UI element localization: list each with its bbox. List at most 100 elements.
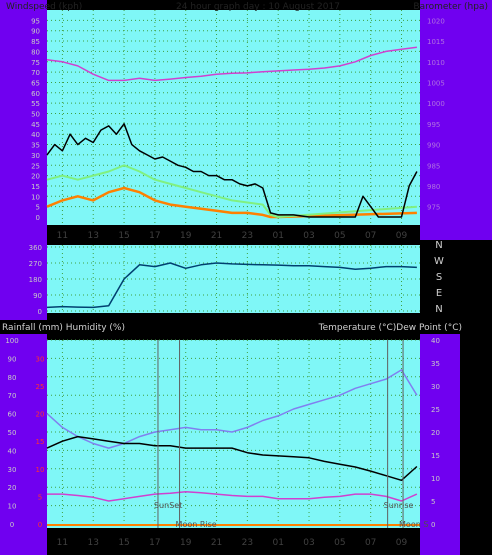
barometer-tick-label: 995 bbox=[427, 121, 440, 129]
wind-tick-label: 90 bbox=[31, 28, 40, 36]
wind-tick-label: 80 bbox=[31, 48, 40, 56]
wind-time-label: 15 bbox=[118, 231, 129, 241]
barometer-axis-title: Barometer (hpa) bbox=[413, 2, 488, 12]
humidity-tick-label: 20 bbox=[8, 484, 17, 492]
temp-time-label: 23 bbox=[242, 538, 253, 548]
barometer-line bbox=[46, 46, 417, 82]
wind-tick-label: 65 bbox=[31, 79, 40, 87]
rain-tick-label: 10 bbox=[36, 466, 45, 474]
dewpoint-line bbox=[46, 369, 418, 449]
wind-time-label: 01 bbox=[272, 231, 283, 241]
wind-time-label: 03 bbox=[303, 231, 314, 241]
humidity-tick-label: 50 bbox=[8, 429, 17, 437]
wind-tick-label: 85 bbox=[31, 38, 40, 46]
humidity-tick-label: 10 bbox=[8, 503, 17, 511]
wind-tick-label: 0 bbox=[36, 214, 40, 222]
temp-time-label: 15 bbox=[118, 538, 129, 548]
temp-time-label: 01 bbox=[272, 538, 283, 548]
temperature-plot-area bbox=[47, 340, 420, 528]
wind-tick-label: 20 bbox=[31, 173, 40, 181]
temperature-tick-label: 25 bbox=[431, 406, 440, 414]
wind-time-label: 05 bbox=[334, 231, 345, 241]
average-wind-line bbox=[46, 186, 417, 219]
wind-time-label: 11 bbox=[57, 231, 68, 241]
humidity-tick-label: 100 bbox=[5, 337, 18, 345]
sunset-marker-label: SunSet bbox=[154, 501, 182, 510]
temperature-tick-label: 5 bbox=[431, 498, 435, 506]
wind-tick-label: 60 bbox=[31, 90, 40, 98]
barometer-tick-label: 1010 bbox=[427, 59, 445, 67]
temp-time-label: 21 bbox=[211, 538, 222, 548]
wind-tick-label: 5 bbox=[36, 204, 40, 212]
wind-tick-label: 25 bbox=[31, 162, 40, 170]
barometer-axis-panel bbox=[420, 0, 492, 240]
wind-time-label: 07 bbox=[365, 231, 376, 241]
compass-label: S bbox=[436, 272, 442, 283]
compass-label: N bbox=[435, 304, 442, 315]
wind-axis-panel bbox=[0, 0, 47, 240]
moon-set-marker-label: Moon S bbox=[399, 520, 428, 529]
compass-label: N bbox=[435, 240, 442, 251]
middle-header-bar bbox=[0, 320, 492, 334]
temperature-tick-label: 15 bbox=[431, 452, 440, 460]
wind-tick-label: 95 bbox=[31, 17, 40, 25]
rain-tick-label: 15 bbox=[36, 438, 45, 446]
compass-label: E bbox=[436, 288, 442, 299]
temperature-title: Temperature (°C)Dew Point (°C) bbox=[318, 323, 462, 333]
humidity-line bbox=[47, 491, 418, 502]
temperature-tick-label: 30 bbox=[431, 383, 440, 391]
temp-time-label: 13 bbox=[88, 538, 99, 548]
windspeed-line bbox=[46, 123, 418, 218]
direction-tick-label: 0 bbox=[38, 308, 42, 316]
wind-time-label: 19 bbox=[180, 231, 192, 241]
temp-time-label: 09 bbox=[396, 538, 408, 548]
direction-plot-area bbox=[47, 245, 420, 313]
barometer-tick-label: 1000 bbox=[427, 100, 445, 108]
wind-tick-label: 30 bbox=[31, 152, 40, 160]
direction-axis-panel bbox=[0, 240, 47, 320]
barometer-tick-label: 990 bbox=[427, 142, 440, 150]
rain-humidity-title: Rainfall (mm) Humidity (%) bbox=[2, 323, 125, 333]
gust-wind-line bbox=[46, 164, 417, 218]
compass-label: W bbox=[434, 256, 444, 267]
humidity-tick-label: 30 bbox=[8, 466, 17, 474]
rain-tick-label: 20 bbox=[36, 411, 45, 419]
wind-time-label: 09 bbox=[396, 231, 408, 241]
wind-time-label: 21 bbox=[211, 231, 222, 241]
wind-time-label: 23 bbox=[242, 231, 253, 241]
humidity-axis-panel bbox=[0, 334, 47, 555]
barometer-tick-label: 975 bbox=[427, 204, 440, 212]
barometer-tick-label: 985 bbox=[427, 162, 440, 170]
wind-time-label: 13 bbox=[88, 231, 99, 241]
humidity-tick-label: 40 bbox=[8, 447, 17, 455]
temp-time-label: 19 bbox=[180, 538, 192, 548]
wind-tick-label: 40 bbox=[31, 131, 40, 139]
barometer-tick-label: 1005 bbox=[427, 79, 445, 87]
wind-plot-area bbox=[47, 10, 420, 225]
barometer-tick-label: 980 bbox=[427, 183, 440, 191]
wind-tick-label: 45 bbox=[31, 121, 40, 129]
wind-axis-title: Windspeed (kph) bbox=[6, 2, 82, 12]
wind-direction-line bbox=[46, 262, 417, 309]
rain-tick-label: 5 bbox=[38, 493, 42, 501]
direction-tick-label: 180 bbox=[29, 276, 42, 284]
temperature-axis-panel bbox=[420, 334, 460, 555]
temperature-tick-label: 0 bbox=[431, 521, 435, 529]
graph-title: 24 hour graph day : 10 August 2017 bbox=[176, 2, 340, 12]
temp-time-label: 03 bbox=[303, 538, 314, 548]
humidity-tick-label: 0 bbox=[10, 521, 14, 529]
temperature-tick-label: 20 bbox=[431, 429, 440, 437]
wind-tick-label: 15 bbox=[31, 183, 40, 191]
temperature-tick-label: 40 bbox=[431, 337, 440, 345]
temp-time-label: 05 bbox=[334, 538, 345, 548]
wind-tick-label: 35 bbox=[31, 142, 40, 150]
barometer-tick-label: 1015 bbox=[427, 38, 445, 46]
humidity-tick-label: 60 bbox=[8, 411, 17, 419]
temperature-tick-label: 10 bbox=[431, 475, 440, 483]
temperature-line bbox=[46, 435, 418, 482]
wind-tick-label: 70 bbox=[31, 69, 40, 77]
rain-tick-label: 25 bbox=[36, 383, 45, 391]
wind-tick-label: 75 bbox=[31, 59, 40, 67]
